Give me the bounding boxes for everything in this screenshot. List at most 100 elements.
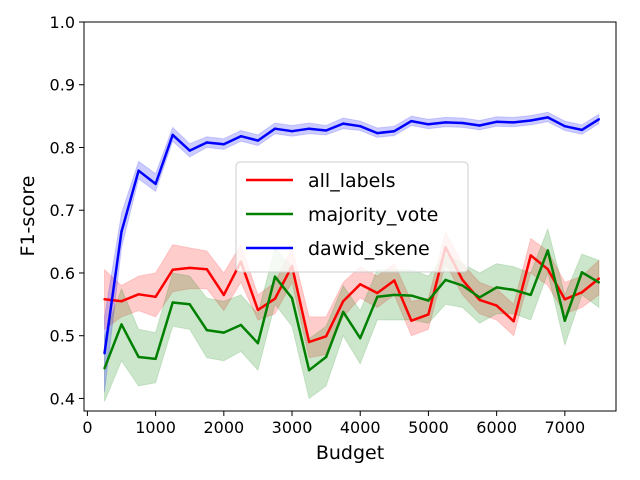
data-point	[495, 286, 498, 289]
line-majority-vote	[103, 249, 600, 372]
data-point	[410, 319, 413, 322]
data-point	[376, 295, 379, 298]
data-point	[342, 122, 345, 125]
data-point	[188, 303, 191, 306]
data-point	[188, 149, 191, 152]
data-point	[359, 125, 362, 128]
data-point	[580, 291, 584, 294]
data-point	[239, 135, 243, 138]
data-point	[478, 124, 481, 127]
data-point	[478, 298, 481, 302]
data-point	[222, 293, 225, 297]
data-point	[239, 323, 243, 327]
data-point	[410, 119, 413, 123]
data-point	[307, 340, 311, 344]
y-tick-label: 0.6	[50, 264, 75, 283]
data-point	[410, 294, 413, 297]
data-point	[376, 131, 379, 135]
x-tick-label: 6000	[476, 418, 517, 437]
legend-label-all-labels: all_labels	[308, 170, 396, 192]
data-point	[393, 130, 396, 133]
y-axis-label: F1-score	[17, 176, 39, 257]
data-point	[444, 121, 447, 124]
data-point	[359, 337, 362, 340]
data-point	[273, 275, 277, 278]
band-all-labels	[104, 230, 600, 359]
data-point	[427, 313, 430, 316]
x-tick-label: 3000	[272, 418, 313, 437]
x-axis-ticks: 0 1000 2000 3000 4000 5000 6000 7000	[82, 411, 585, 437]
y-tick-label: 0.9	[50, 76, 75, 95]
data-point	[393, 279, 396, 282]
x-axis-label: Budget	[316, 442, 384, 464]
data-point	[597, 281, 601, 284]
data-point	[137, 355, 140, 359]
data-point	[359, 283, 362, 286]
y-tick-label: 0.4	[50, 389, 75, 408]
legend-label-majority-vote: majority_vote	[308, 204, 438, 226]
data-point	[137, 293, 140, 296]
data-point	[324, 129, 328, 132]
x-tick-label: 7000	[544, 418, 585, 437]
data-point	[222, 143, 225, 146]
x-tick-label: 2000	[203, 418, 244, 437]
data-point	[154, 357, 157, 361]
y-tick-label: 0.7	[50, 201, 75, 220]
data-point	[546, 116, 549, 119]
data-point	[307, 369, 311, 372]
data-point	[171, 133, 174, 137]
data-point	[137, 169, 140, 172]
data-point	[563, 298, 566, 301]
data-point	[495, 120, 498, 124]
points-dawid-skene	[103, 116, 601, 355]
data-point	[478, 296, 481, 299]
data-point	[103, 298, 106, 301]
plot-frame	[83, 21, 617, 412]
data-point	[342, 300, 345, 303]
y-tick-label: 0.5	[50, 327, 75, 346]
data-point	[205, 268, 208, 271]
data-point	[461, 278, 464, 282]
data-point	[580, 128, 584, 132]
data-point	[290, 296, 294, 300]
data-point	[529, 119, 532, 122]
data-point	[444, 278, 447, 282]
data-point	[273, 127, 277, 130]
data-point	[120, 300, 123, 303]
data-point	[512, 288, 515, 292]
y-tick-label: 0.8	[50, 138, 75, 157]
data-point	[461, 121, 464, 125]
data-point	[103, 367, 106, 370]
data-point	[427, 299, 430, 302]
x-tick-label: 4000	[340, 418, 381, 437]
data-point	[427, 123, 430, 126]
data-point	[546, 268, 549, 271]
data-point	[171, 301, 174, 304]
data-point	[597, 118, 601, 121]
data-point	[256, 139, 260, 142]
band-dawid-skene	[104, 111, 600, 393]
data-point	[324, 335, 328, 338]
line-all-labels	[104, 245, 600, 344]
data-point	[307, 127, 311, 130]
data-point	[563, 125, 566, 128]
data-point	[495, 304, 498, 307]
data-point	[376, 291, 379, 295]
data-point	[393, 293, 396, 297]
data-point	[256, 342, 260, 345]
legend-label-dawid-skene: dawid_skene	[308, 238, 430, 260]
data-point	[205, 141, 208, 144]
data-point	[171, 268, 174, 271]
data-point	[529, 254, 532, 257]
y-axis-ticks: 0.4 0.5 0.6 0.7 0.8 0.9 1.0	[50, 13, 84, 408]
data-point	[546, 249, 549, 252]
data-point	[154, 295, 157, 298]
data-point	[512, 320, 515, 323]
y-tick-label: 1.0	[50, 13, 75, 32]
legend: all_labels majority_vote dawid_skene	[235, 161, 469, 273]
data-point	[205, 328, 208, 332]
data-point	[461, 284, 464, 287]
data-point	[290, 130, 294, 133]
line-dawid-skene	[103, 116, 600, 354]
